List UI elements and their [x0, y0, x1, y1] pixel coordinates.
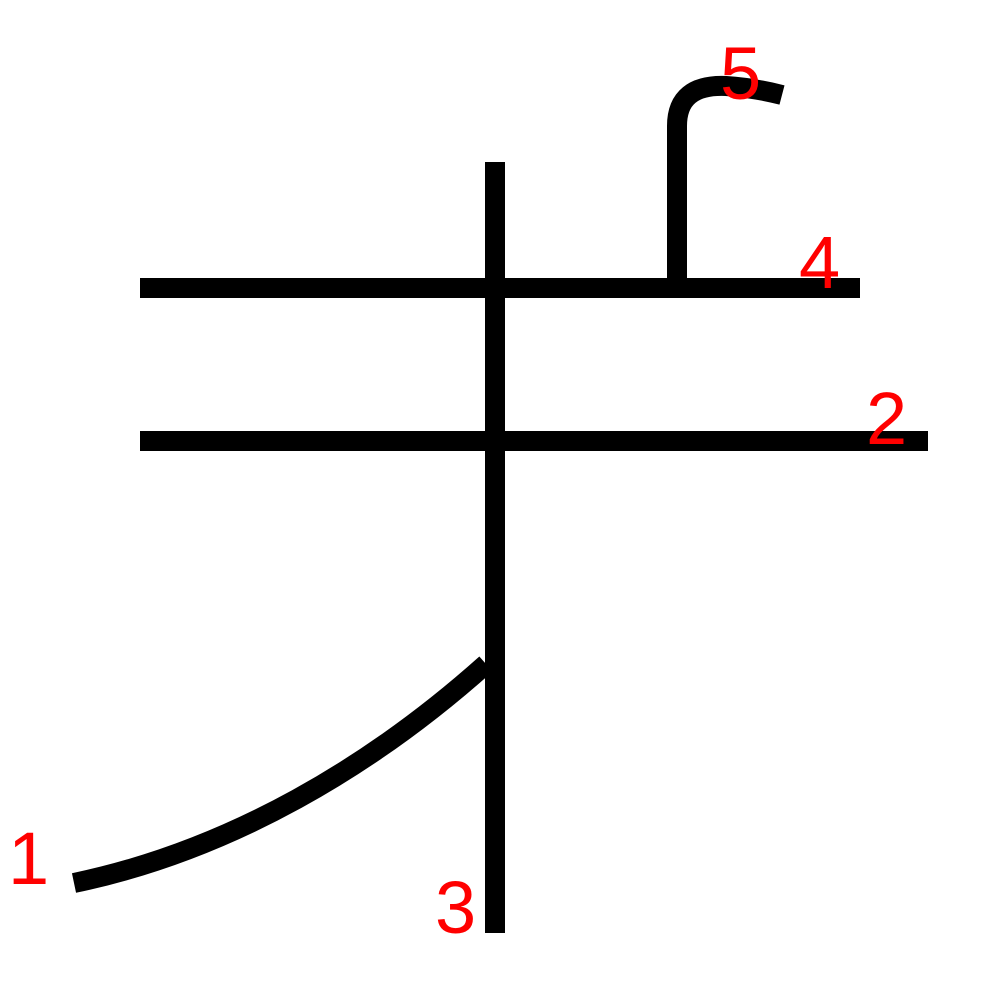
stroke-label-5: 5: [720, 32, 761, 115]
stroke-label-4: 4: [799, 221, 840, 304]
stroke-5-hooked-top: [667, 75, 785, 280]
stroke-1-left-falling-curve: [71, 656, 493, 893]
stroke-label-3: 3: [435, 866, 476, 949]
stroke-label-2: 2: [866, 377, 907, 460]
stroke-label-1: 1: [8, 817, 49, 900]
